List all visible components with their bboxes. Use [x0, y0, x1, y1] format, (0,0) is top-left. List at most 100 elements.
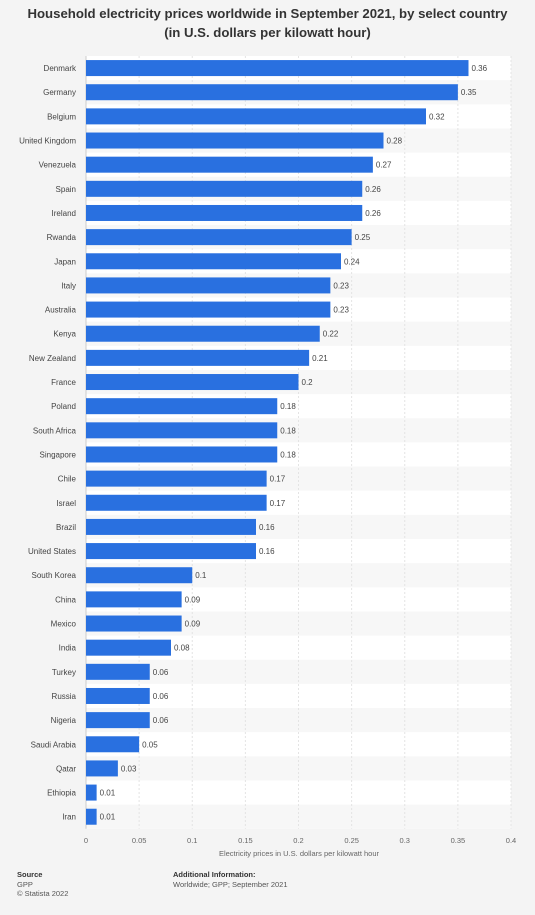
value-label: 0.21 — [312, 354, 328, 363]
value-label: 0.26 — [365, 185, 381, 194]
value-label: 0.03 — [121, 764, 137, 773]
bar[interactable] — [86, 736, 140, 753]
bar[interactable] — [86, 543, 256, 560]
value-label: 0.16 — [259, 547, 275, 556]
bar[interactable] — [86, 446, 278, 463]
bar[interactable] — [86, 180, 363, 197]
category-label: Brazil — [56, 523, 76, 532]
value-label: 0.17 — [270, 499, 286, 508]
bar[interactable] — [86, 615, 182, 632]
category-label: Ireland — [52, 209, 76, 218]
x-tick-label: 0.35 — [451, 836, 466, 845]
category-label: Denmark — [44, 64, 77, 73]
value-label: 0.23 — [333, 306, 349, 315]
category-label: Saudi Arabia — [31, 740, 77, 749]
source-name: GPP — [17, 880, 33, 889]
category-label: Iran — [62, 813, 76, 822]
category-label: France — [51, 378, 76, 387]
category-label: Italy — [61, 281, 76, 290]
bar[interactable] — [86, 60, 469, 77]
value-label: 0.25 — [355, 233, 371, 242]
value-label: 0.2 — [302, 378, 314, 387]
bar[interactable] — [86, 108, 426, 125]
category-label: Israel — [56, 499, 76, 508]
bar[interactable] — [86, 253, 341, 270]
copyright[interactable]: © Statista 2022 — [17, 889, 69, 898]
value-label: 0.24 — [344, 257, 360, 266]
x-tick-label: 0 — [84, 836, 88, 845]
category-label: Poland — [51, 402, 76, 411]
category-label: Turkey — [52, 668, 76, 677]
bar[interactable] — [86, 518, 256, 535]
category-label: Mexico — [51, 620, 77, 629]
category-label: Venezuela — [39, 161, 77, 170]
category-label: Germany — [43, 88, 76, 97]
category-label: South Korea — [32, 571, 77, 580]
category-labels: Denmark Germany Belgium United Kingdom Venez… — [19, 64, 77, 822]
bar[interactable] — [86, 663, 150, 680]
bars — [86, 60, 469, 825]
value-label: 0.18 — [280, 402, 296, 411]
value-label: 0.26 — [365, 209, 381, 218]
category-label: Nigeria — [51, 716, 77, 725]
category-label: Singapore — [40, 450, 77, 459]
x-tick-label: 0.3 — [400, 836, 410, 845]
category-label: Japan — [54, 257, 76, 266]
chart-title: Household electricity prices worldwide i… — [27, 6, 508, 40]
bar[interactable] — [86, 349, 310, 366]
additional-info-heading[interactable]: Additional Information: — [173, 870, 256, 879]
bar[interactable] — [86, 784, 97, 801]
value-label: 0.09 — [185, 595, 201, 604]
x-tick-label: 0.2 — [293, 836, 303, 845]
category-label: Russia — [52, 692, 77, 701]
x-tick-label: 0.05 — [132, 836, 147, 845]
bar[interactable] — [86, 422, 278, 439]
bar[interactable] — [86, 325, 320, 342]
additional-info-text: Worldwide; GPP; September 2021 — [173, 880, 288, 889]
value-label: 0.1 — [195, 571, 207, 580]
bar[interactable] — [86, 687, 150, 704]
x-tick-label: 0.25 — [344, 836, 359, 845]
bar[interactable] — [86, 204, 363, 221]
value-label: 0.18 — [280, 450, 296, 459]
row-stripe — [86, 659, 511, 684]
value-label: 0.09 — [185, 620, 201, 629]
bar[interactable] — [86, 470, 267, 487]
value-label: 0.06 — [153, 716, 169, 725]
category-label: Belgium — [47, 112, 76, 121]
value-label: 0.27 — [376, 161, 392, 170]
value-label: 0.23 — [333, 281, 349, 290]
x-axis-ticks: 0 0.05 0.1 0.15 0.2 0.25 0.3 0.35 0.4 — [84, 836, 516, 845]
category-label: Ethiopia — [47, 789, 76, 798]
value-label: 0.36 — [472, 64, 488, 73]
bar[interactable] — [86, 374, 299, 391]
source-heading: Source — [17, 870, 43, 879]
x-axis-label: Electricity prices in U.S. dollars per k… — [219, 849, 380, 858]
bar[interactable] — [86, 591, 182, 608]
bar[interactable] — [86, 712, 150, 729]
bar[interactable] — [86, 567, 193, 584]
bar[interactable] — [86, 639, 171, 656]
bar[interactable] — [86, 132, 384, 149]
value-label: 0.28 — [387, 137, 403, 146]
value-label: 0.22 — [323, 330, 339, 339]
x-tick-label: 0.4 — [506, 836, 516, 845]
bar[interactable] — [86, 156, 373, 173]
category-label: Chile — [58, 475, 77, 484]
category-label: United Kingdom — [19, 137, 76, 146]
bar[interactable] — [86, 398, 278, 415]
bar[interactable] — [86, 277, 331, 294]
bar[interactable] — [86, 229, 352, 246]
category-label: Australia — [45, 306, 77, 315]
bar[interactable] — [86, 301, 331, 318]
category-label: Kenya — [53, 330, 76, 339]
value-label: 0.06 — [153, 668, 169, 677]
value-label: 0.18 — [280, 426, 296, 435]
value-label: 0.01 — [100, 789, 116, 798]
bar[interactable] — [86, 494, 267, 511]
bar[interactable] — [86, 84, 458, 101]
bar[interactable] — [86, 760, 118, 777]
bar[interactable] — [86, 808, 97, 825]
value-label: 0.32 — [429, 112, 445, 121]
